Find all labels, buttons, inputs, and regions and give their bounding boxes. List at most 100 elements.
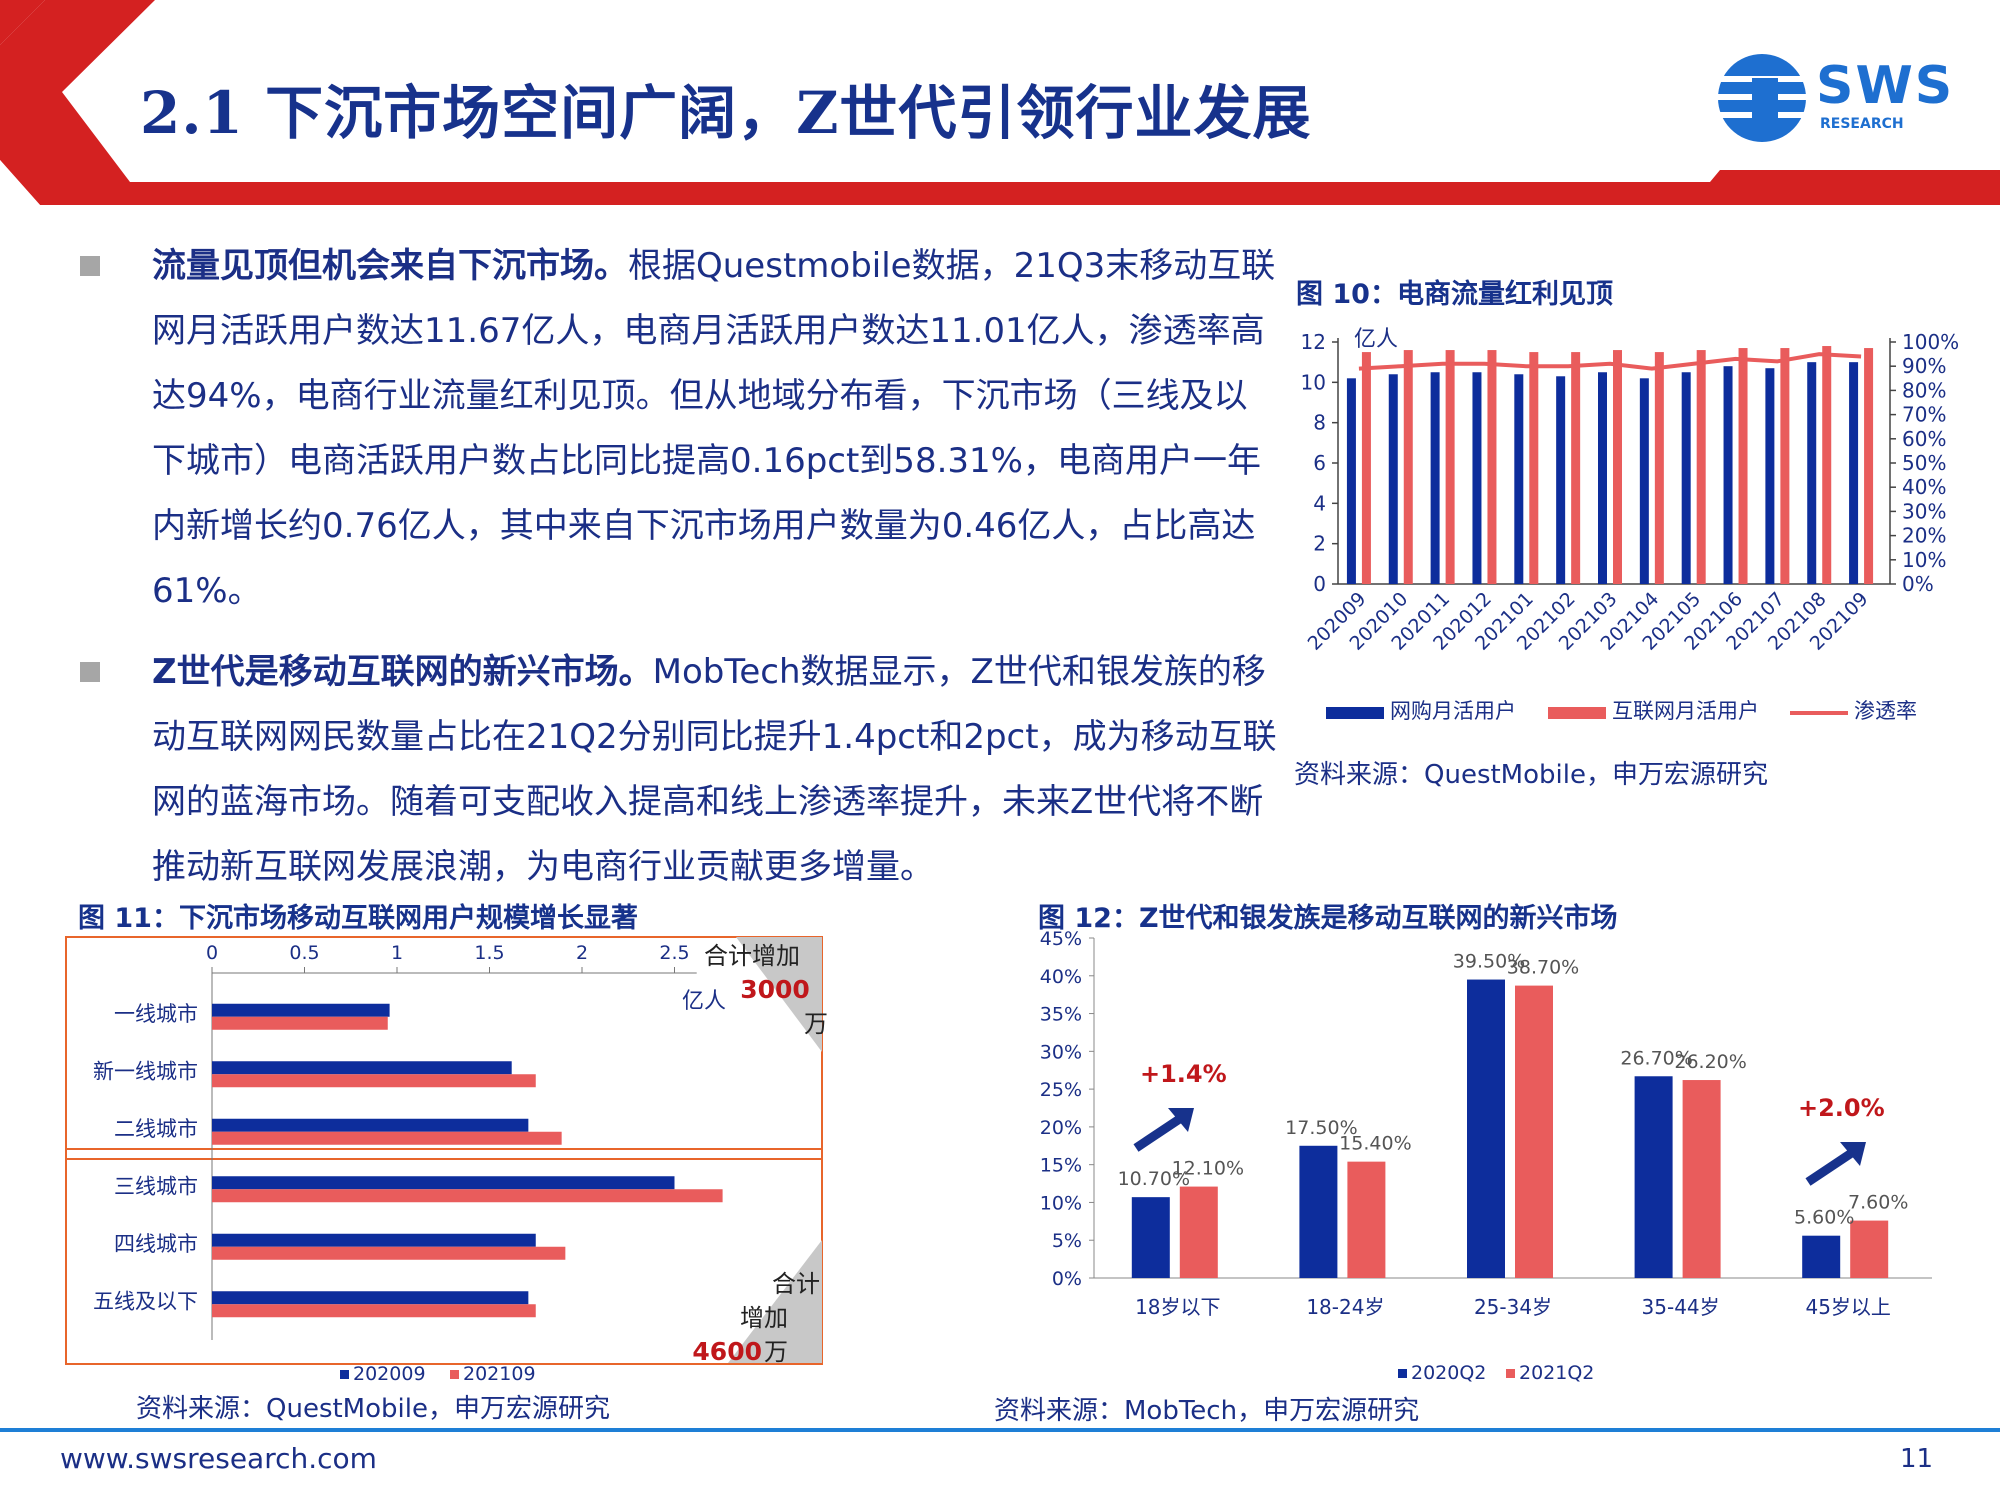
bar-online-shopping-mau (1849, 362, 1859, 584)
y-tick-label: 45% (1040, 928, 1082, 950)
legend-label: 2021Q2 (1519, 1362, 1594, 1384)
bar-202109 (212, 1016, 388, 1030)
legend-label: 2020Q2 (1411, 1362, 1486, 1384)
bar-online-shopping-mau (1388, 374, 1398, 584)
note-top-unit: 万 (804, 1010, 828, 1038)
bullet (80, 256, 100, 276)
x-axis-unit: 亿人 (682, 989, 726, 1014)
y2-tick-label: 30% (1902, 499, 1946, 523)
x-tick-label: 0.5 (289, 942, 319, 964)
x-category-label: 35-44岁 (1642, 1295, 1720, 1319)
note-top-label: 合计增加 (704, 942, 800, 970)
p2-lead: Z世代是移动互联网的新兴市场。 (152, 652, 653, 692)
y-tick-label: 30% (1040, 1041, 1082, 1063)
bar-202009 (212, 1003, 390, 1017)
y-tick-label: 35% (1040, 1004, 1082, 1026)
bar-202009 (212, 1118, 529, 1132)
y2-tick-label: 0% (1902, 572, 1934, 596)
data-label: 38.70% (1507, 957, 1579, 979)
footer-url[interactable]: www.swsresearch.com (60, 1442, 377, 1475)
legend-swatch-internet (1548, 707, 1606, 719)
legend-label: 互联网月活用户 (1612, 699, 1759, 723)
legend-swatch-202109 (450, 1370, 459, 1379)
header-decoration (0, 0, 2000, 205)
bar-internet-mau (1738, 348, 1748, 584)
y-category-label: 新一线城市 (93, 1059, 198, 1083)
fig10-chart: 0 2 4 6 8 10 12 亿人 0%10%20%30%40%50%60%70%80%90%… (1301, 327, 1960, 723)
corner-shade-top (736, 937, 822, 1052)
bar-online-shopping-mau (1598, 372, 1607, 584)
note-bottom-value: 4600 (692, 1337, 762, 1366)
bar-online-shopping-mau (1765, 368, 1775, 584)
bar-202009 (212, 1061, 512, 1075)
bar-online-shopping-mau (1639, 378, 1649, 584)
bar-202109 (212, 1304, 536, 1318)
bullet (80, 662, 100, 682)
fig11-chart: 0 0.5 1 1.5 2 2.5 亿人一线城市新一线城市二线城市三线城市四线城市五线及以下… (65, 936, 828, 1385)
legend-label: 202009 (353, 1363, 426, 1385)
y-tick-label: 10 (1301, 370, 1326, 394)
bar-internet-mau (1864, 348, 1874, 584)
data-label: 7.60% (1848, 1192, 1908, 1214)
bar-202109 (212, 1189, 723, 1203)
y-tick-label: 20% (1040, 1117, 1082, 1139)
p1-text: 根据Questmobile数据，21Q3末移动互联网月活跃用户数达11.67亿人… (152, 246, 1276, 611)
y2-tick-label: 100% (1902, 330, 1959, 354)
y-tick-label: 8 (1313, 411, 1326, 435)
y-tick-label: 10% (1040, 1192, 1082, 1214)
annotation-silver-generation: +2.0% (1798, 1094, 1885, 1122)
paragraph-2: Z世代是移动互联网的新兴市场。MobTech数据显示，Z世代和银发族的移动互联网… (80, 640, 1280, 900)
data-label: 26.70% (1620, 1047, 1692, 1069)
sws-logo: SWS RESEARCH (1712, 48, 1972, 148)
y-tick-label: 0 (1313, 572, 1326, 596)
legend-swatch-online-shopping (1326, 707, 1384, 719)
bar-online-shopping-mau (1346, 378, 1356, 584)
y2-tick-label: 10% (1902, 548, 1946, 572)
bar-2021q2 (1850, 1220, 1889, 1278)
x-tick-label: 2.5 (659, 942, 689, 964)
fig12-title: 图 12：Z世代和银发族是移动互联网的新兴市场 (1038, 903, 1618, 934)
bar-2020q2 (1634, 1076, 1673, 1278)
line-penetration-rate (1358, 352, 1862, 371)
y-tick-label: 25% (1040, 1079, 1082, 1101)
note-bottom-unit: 万 (764, 1338, 788, 1366)
legend-swatch-2020q2 (1398, 1369, 1407, 1378)
y-tick-label: 0% (1052, 1268, 1082, 1290)
y-category-label: 二线城市 (114, 1117, 198, 1141)
bar-2020q2 (1299, 1145, 1338, 1278)
bar-internet-mau (1529, 352, 1539, 584)
bar-online-shopping-mau (1723, 366, 1733, 584)
arrow-shaft (1805, 1146, 1859, 1186)
bar-2021q2 (1515, 985, 1553, 1278)
y2-tick-label: 40% (1902, 475, 1946, 499)
data-label: 10.70% (1118, 1168, 1190, 1190)
x-category-label: 18-24岁 (1306, 1295, 1384, 1319)
y2-tick-label: 90% (1902, 354, 1946, 378)
y2-tick-label: 60% (1902, 427, 1946, 451)
fig11-title: 图 11：下沉市场移动互联网用户规模增长显著 (78, 903, 638, 934)
bar-202109 (212, 1074, 536, 1088)
y-tick-label: 4 (1313, 491, 1326, 515)
y-tick-label: 12 (1301, 330, 1326, 354)
y2-tick-label: 80% (1902, 378, 1946, 402)
bar-internet-mau (1780, 348, 1790, 584)
y2-tick-label: 20% (1902, 524, 1946, 548)
bar-202009 (212, 1291, 529, 1305)
paragraph-1: 流量见顶但机会来自下沉市场。根据Questmobile数据，21Q3末移动互联网… (80, 234, 1280, 624)
bar-2020q2 (1467, 979, 1505, 1278)
note-bottom-label: 增加 (740, 1304, 788, 1332)
logo-text: SWS (1816, 56, 1955, 116)
bar-online-shopping-mau (1681, 372, 1691, 584)
bar-internet-mau (1654, 352, 1664, 584)
y-tick-label: 2 (1313, 532, 1326, 556)
x-category-label: 25-34岁 (1474, 1295, 1552, 1319)
x-category-label: 45岁以上 (1805, 1295, 1890, 1319)
bar-2021q2 (1179, 1186, 1218, 1278)
fig10-title: 图 10：电商流量红利见顶 (1296, 279, 1613, 310)
bar-202009 (212, 1176, 675, 1190)
arrow-head (1840, 1142, 1866, 1166)
bar-online-shopping-mau (1430, 372, 1440, 584)
annotation-z-generation: +1.4% (1140, 1060, 1227, 1088)
bar-internet-mau (1696, 350, 1706, 584)
bar-online-shopping-mau (1472, 372, 1482, 584)
